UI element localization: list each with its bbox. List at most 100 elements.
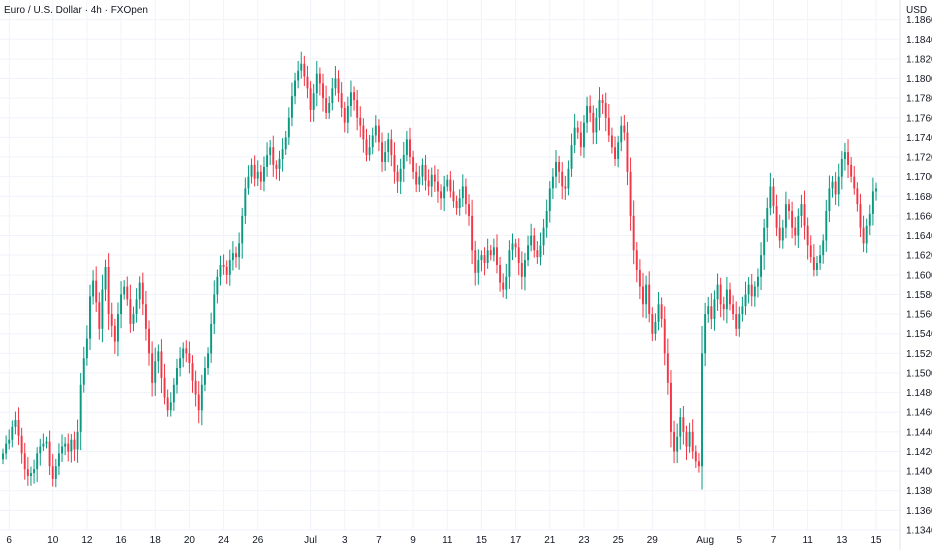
- candle-body: [694, 451, 697, 462]
- candle-body: [151, 353, 154, 383]
- candle-body: [160, 351, 163, 378]
- candle-body: [42, 443, 45, 447]
- x-tick-label: 17: [510, 535, 522, 546]
- candle-body: [300, 63, 303, 71]
- candle-body: [791, 211, 794, 228]
- candle-body: [76, 431, 79, 450]
- candle-body: [228, 260, 231, 275]
- candle-body: [107, 266, 110, 315]
- candle-body: [272, 147, 275, 165]
- candle-body: [604, 103, 607, 118]
- candle-body: [496, 247, 498, 265]
- candle-body: [545, 211, 548, 228]
- candle-body: [430, 174, 433, 187]
- candle-body: [61, 446, 63, 454]
- candle-body: [520, 263, 523, 277]
- candle-body: [157, 351, 160, 362]
- candle-body: [648, 284, 651, 315]
- candle-body: [760, 255, 763, 277]
- x-tick-label: 15: [476, 535, 488, 546]
- candle-body: [259, 171, 262, 182]
- candle-body: [850, 164, 853, 177]
- x-tick-label: 15: [870, 535, 882, 546]
- x-tick-label: 25: [613, 535, 625, 546]
- candle-body: [738, 314, 741, 329]
- candle-body: [527, 245, 530, 261]
- candle-body: [219, 265, 222, 277]
- candle-body: [781, 227, 784, 241]
- candle-body: [328, 103, 331, 113]
- candle-body: [89, 296, 91, 339]
- candle-body: [756, 276, 759, 287]
- candle-body: [663, 318, 666, 354]
- candle-body: [468, 204, 470, 216]
- candle-body: [337, 78, 340, 94]
- candle-body: [834, 181, 837, 195]
- x-tick-label: 23: [578, 535, 590, 546]
- candle-body: [778, 227, 781, 241]
- candle-body: [508, 250, 511, 277]
- candle-body: [235, 253, 237, 258]
- candle-body: [362, 125, 365, 140]
- candle-body: [154, 361, 157, 383]
- candle-body: [707, 306, 710, 315]
- candle-body: [33, 469, 36, 474]
- x-tick-label: 3: [342, 535, 348, 546]
- candle-body: [514, 243, 517, 248]
- candle-body: [303, 63, 306, 77]
- candle-body: [207, 353, 210, 369]
- candle-body: [539, 245, 542, 258]
- candle-body: [402, 155, 405, 169]
- candle-body: [315, 73, 318, 94]
- candle-body: [620, 125, 623, 143]
- candle-body: [669, 382, 672, 432]
- candle-body: [583, 122, 585, 148]
- candle-body: [197, 394, 200, 411]
- candle-body: [36, 453, 39, 470]
- candle-body: [635, 250, 638, 270]
- candle-body: [837, 176, 840, 195]
- candle-body: [73, 439, 76, 450]
- y-tick-label: 1.18200: [906, 54, 932, 65]
- candle-body: [138, 282, 141, 300]
- candle-body: [309, 88, 312, 110]
- candle-body: [381, 142, 383, 162]
- y-tick-label: 1.16600: [906, 211, 932, 222]
- candle-body: [542, 227, 545, 246]
- candle-body: [2, 453, 4, 460]
- candle-body: [393, 155, 396, 172]
- candle-body: [679, 417, 682, 437]
- candle-body: [113, 325, 116, 342]
- candle-body: [673, 431, 676, 452]
- candle-body: [862, 227, 865, 244]
- candle-body: [79, 384, 82, 432]
- candle-body: [436, 181, 439, 192]
- candle-body: [505, 276, 508, 290]
- candle-body: [120, 294, 123, 315]
- y-tick-label: 1.18600: [906, 15, 932, 26]
- candle-body: [825, 211, 828, 241]
- candles: [2, 51, 877, 490]
- chart-title: Euro / U.S. Dollar · 4h · FXOpen: [4, 5, 148, 16]
- candle-body: [353, 92, 356, 101]
- candle-body: [191, 363, 194, 381]
- candle-body: [607, 117, 610, 136]
- x-tick-label: 10: [47, 535, 59, 546]
- candle-body: [281, 149, 284, 159]
- candle-body: [642, 286, 644, 305]
- candle-body: [595, 117, 598, 133]
- candle-body: [334, 78, 337, 89]
- candle-body: [241, 215, 244, 244]
- candle-body: [502, 282, 505, 290]
- candle-body: [263, 166, 265, 182]
- y-tick-label: 1.16400: [906, 231, 932, 242]
- candle-body: [732, 304, 735, 315]
- candle-body: [287, 117, 290, 138]
- candle-body: [176, 368, 178, 385]
- candle-body: [788, 204, 790, 212]
- candle-body: [123, 286, 126, 295]
- candle-body: [231, 253, 234, 261]
- candle-body: [831, 181, 834, 189]
- candle-body: [253, 164, 256, 179]
